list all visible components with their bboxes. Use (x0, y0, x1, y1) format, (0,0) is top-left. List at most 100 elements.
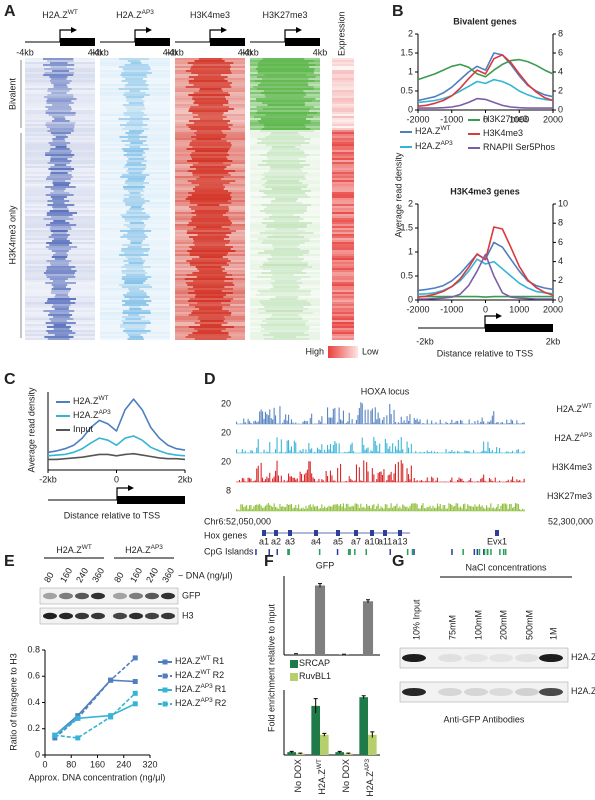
track-signal (520, 510, 522, 511)
heatmap-row (100, 196, 170, 198)
heatmap-core (257, 276, 311, 278)
heatmap-row (250, 320, 320, 322)
track-signal (328, 505, 330, 511)
expression-row (332, 222, 354, 224)
row-group-label: H3K4me3 only (7, 205, 17, 265)
heatmap-core (123, 294, 147, 296)
track-signal (257, 439, 259, 453)
heatmap-core (123, 154, 143, 156)
heatmap-core (52, 240, 70, 242)
heatmap-core (273, 336, 297, 338)
heatmap-row (250, 282, 320, 284)
track-signal (501, 422, 503, 424)
heatmap-core (187, 196, 232, 198)
track-signal (366, 448, 368, 453)
track-signal (367, 409, 369, 424)
heatmap-core (193, 242, 229, 244)
heatmap-row (250, 152, 320, 154)
track-signal (413, 503, 415, 511)
track-signal (247, 452, 249, 453)
heatmap-core (189, 252, 228, 254)
heatmap-core (47, 298, 76, 300)
track-signal (299, 471, 301, 482)
legend-label: RuvBL1 (299, 671, 331, 681)
heatmap-core (264, 328, 310, 330)
expression-row (332, 158, 354, 160)
error-bar (322, 732, 327, 737)
track-signal (269, 409, 271, 424)
heatmap-core (121, 266, 151, 268)
track-signal (426, 506, 428, 511)
track-signal (380, 471, 382, 482)
track-signal (510, 479, 512, 482)
heatmap-row (25, 190, 95, 192)
track-signal (408, 447, 410, 453)
track-signal (316, 481, 318, 482)
heatmap-core (262, 108, 310, 110)
heatmap-core (50, 78, 67, 80)
legend-label: H3K27me3 (483, 114, 528, 124)
track-signal (368, 505, 370, 511)
expression-row (332, 334, 354, 336)
track-label-sup: WT (582, 403, 592, 410)
heatmap-core (199, 308, 223, 310)
expression-row (332, 292, 354, 294)
heatmap-core (256, 106, 314, 108)
heatmap-core (190, 106, 230, 108)
heatmap-row (100, 316, 170, 318)
heatmap-core (129, 90, 141, 92)
track-signal (506, 419, 508, 424)
track-signal (507, 479, 509, 482)
track-signal (522, 422, 524, 424)
expression-row (332, 64, 354, 66)
expression-row (332, 128, 354, 130)
heatmap-core (126, 152, 146, 154)
heatmap-core (195, 266, 222, 268)
track-signal (340, 463, 342, 482)
coordinate-label: 52,300,000 (548, 516, 593, 526)
x-tick-label: No DOX (341, 759, 351, 793)
legend-label-base: H2A.Z (175, 656, 201, 666)
heatmap-row (25, 72, 95, 74)
track-signal (244, 506, 246, 511)
heatmap-core (273, 248, 300, 250)
legend-label-base: H2A.Z (175, 684, 201, 694)
heatmap-core (186, 260, 231, 262)
heatmap-core (127, 190, 145, 192)
heatmap-row (250, 204, 320, 206)
heatmap-core (187, 284, 235, 286)
track-signal (366, 462, 368, 482)
y-tick-label: 0.4 (27, 697, 40, 707)
track-signal (493, 411, 495, 424)
gene-exon (495, 530, 499, 536)
gene-exon (274, 530, 278, 536)
expression-row (332, 66, 354, 68)
heatmap-core (127, 162, 142, 164)
heatmap-core (52, 70, 69, 72)
heatmap-core (125, 202, 145, 204)
heatmap-row (25, 226, 95, 228)
track-signal (334, 407, 336, 424)
track-signal (351, 505, 353, 511)
heatmap-core (46, 260, 72, 262)
heatmap-core (129, 306, 140, 308)
track-signal (406, 416, 408, 424)
heatmap-core (259, 122, 311, 124)
heatmap-core (275, 296, 299, 298)
heatmap-core (44, 72, 75, 74)
track-signal (394, 422, 396, 424)
heatmap-row (100, 132, 170, 134)
track-signal (462, 481, 464, 482)
track-signal (243, 478, 245, 482)
heatmap-row (100, 74, 170, 76)
track-signal (340, 419, 342, 424)
tss-label: 2kb (546, 336, 561, 346)
track-signal (251, 450, 253, 453)
heatmap-core (53, 190, 65, 192)
heatmap-row (100, 254, 170, 256)
heatmap-row (100, 188, 170, 190)
track-signal (490, 451, 492, 453)
heatmap-core (125, 220, 142, 222)
track-signal (305, 421, 307, 424)
y-tick-label: 1.5 (400, 222, 413, 232)
